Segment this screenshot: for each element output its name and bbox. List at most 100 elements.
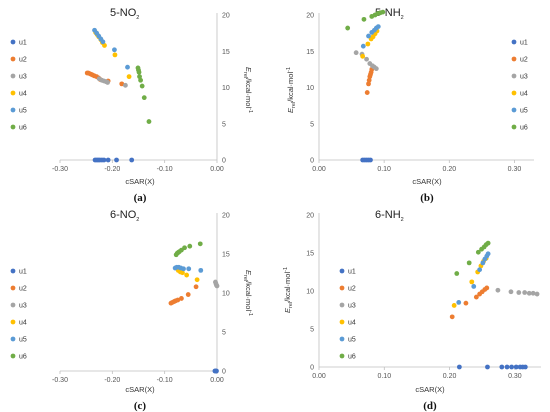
data-point-u6 — [141, 95, 147, 101]
legend-label-u4: u4 — [348, 320, 356, 327]
panel-title-main: 5-NH — [375, 7, 401, 19]
legend-label-u6: u6 — [19, 125, 27, 132]
x-tick-label: 0.00 — [312, 166, 326, 173]
legend-marker-u1 — [511, 39, 517, 45]
panel-a: -0.30 -0.20 -0.10 0.000 5 10 15 20 5-NO2 Erel/kca… — [10, 7, 253, 204]
data-point-u5 — [485, 251, 491, 257]
data-point-u2 — [175, 297, 181, 303]
legend-marker-u2 — [339, 285, 345, 291]
y-axis-label-superscript: -1 — [247, 108, 253, 113]
data-point-u4 — [469, 279, 475, 285]
x-tick-label: 0.20 — [443, 373, 457, 380]
data-point-u1 — [101, 157, 107, 163]
legend-label-u3: u3 — [19, 74, 27, 81]
legend-marker-u5 — [339, 336, 345, 342]
x-axis-label: cSAR(X) — [415, 385, 445, 394]
data-point-u2 — [364, 90, 370, 95]
legend-marker-u2 — [10, 56, 16, 62]
legend-marker-u4 — [339, 319, 345, 325]
data-point-u3 — [495, 287, 501, 293]
legend-label-u5: u5 — [19, 337, 27, 344]
data-point-u6 — [136, 69, 142, 75]
data-point-u3 — [530, 290, 536, 296]
y-tick-label: 5 — [222, 330, 226, 337]
data-point-u5 — [100, 39, 106, 45]
legend-marker-u4 — [511, 90, 517, 96]
legend-marker-u6 — [511, 124, 517, 130]
x-axis-label: cSAR(X) — [412, 177, 442, 186]
data-point-u6 — [361, 16, 367, 22]
panel-b: 0.00 0.10 0.20 0.30 0 5 10 15 20 5-NH2 Erel/kcal·m… — [286, 7, 534, 204]
y-tick-label: 10 — [306, 85, 314, 92]
legend-label-u5: u5 — [348, 337, 356, 344]
legend-label-u2: u2 — [348, 286, 356, 293]
y-tick-label: 20 — [306, 213, 314, 220]
legend-marker-u5 — [511, 107, 517, 113]
panel-label: (a) — [134, 192, 147, 204]
data-point-u3 — [214, 283, 220, 289]
x-tick-label: 0.00 — [210, 377, 224, 384]
data-point-u2 — [463, 300, 469, 306]
data-point-u5 — [471, 284, 477, 289]
x-tick-label: -0.20 — [104, 166, 120, 173]
x-axis-label: cSAR(X) — [125, 385, 155, 394]
y-axis-label-superscript: -1 — [283, 267, 289, 272]
panel-title: 6-NH2 — [375, 209, 404, 223]
data-point-u5 — [186, 266, 192, 272]
legend-label-u3: u3 — [19, 303, 27, 310]
y-axis-label-symbol: E — [244, 67, 253, 73]
data-point-u4 — [194, 277, 200, 283]
x-tick-label: -0.30 — [52, 377, 68, 384]
data-point-u3 — [373, 66, 379, 72]
y-tick-label: 10 — [222, 85, 230, 92]
x-tick-label: -0.10 — [157, 377, 173, 384]
y-tick-label: 20 — [222, 213, 230, 220]
y-tick-label: 0 — [222, 369, 226, 376]
y-axis-label: Erel/kcal·mol-1 — [286, 67, 297, 113]
panel-c: -0.30 -0.20 -0.10 0.000 5 10 15 20 6-NO2 Erel/kca… — [10, 209, 253, 412]
legend-label-u3: u3 — [348, 303, 356, 310]
x-tick-label: -0.30 — [52, 166, 68, 173]
x-tick-label: 0.10 — [377, 373, 391, 380]
legend-label-u3: u3 — [520, 74, 528, 81]
x-tick-label: -0.20 — [104, 377, 120, 384]
legend-label-u5: u5 — [520, 108, 528, 115]
data-point-u3 — [105, 80, 111, 85]
data-point-u4 — [112, 52, 118, 58]
y-axis-label: Erel/kcal·mol-1 — [242, 270, 253, 316]
data-point-u3 — [516, 290, 522, 295]
data-point-u6 — [187, 243, 193, 249]
legend-label-u2: u2 — [520, 57, 528, 64]
legend-marker-u1 — [339, 268, 345, 274]
legend-label-u6: u6 — [520, 125, 528, 132]
data-point-u1 — [522, 364, 528, 370]
panel-label: (d) — [423, 400, 437, 412]
data-point-u5 — [480, 260, 486, 266]
data-point-u3 — [123, 82, 128, 88]
data-point-u1 — [105, 157, 111, 163]
y-axis-label-superscript: -1 — [286, 67, 292, 72]
data-point-u2 — [366, 81, 371, 87]
legend-label-u5: u5 — [19, 108, 27, 115]
legend-label-u6: u6 — [19, 354, 27, 361]
legend-marker-u6 — [10, 353, 16, 359]
panel-d: 0.00 0.10 0.20 0.30 0 5 10 15 20 6-NH2 Erel/kcal·m… — [283, 209, 541, 412]
legend-label-u1: u1 — [520, 40, 528, 47]
legend-marker-u1 — [10, 39, 16, 45]
x-tick-label: 0.20 — [442, 166, 456, 173]
data-point-u1 — [456, 364, 462, 370]
data-point-u4 — [365, 41, 371, 47]
panel-title-main: 6-NH — [375, 209, 401, 221]
y-tick-label: 5 — [310, 327, 314, 334]
data-point-u1 — [485, 364, 490, 370]
x-axis-label: cSAR(X) — [125, 177, 155, 186]
data-point-u6 — [454, 271, 460, 276]
data-point-u3 — [508, 289, 514, 295]
data-point-u6 — [466, 260, 472, 266]
data-point-u6 — [146, 119, 152, 124]
data-point-u5 — [181, 266, 186, 272]
legend-marker-u5 — [10, 107, 16, 113]
legend-marker-u1 — [10, 268, 16, 274]
data-point-u1 — [499, 364, 505, 370]
y-tick-label: 15 — [222, 49, 230, 56]
